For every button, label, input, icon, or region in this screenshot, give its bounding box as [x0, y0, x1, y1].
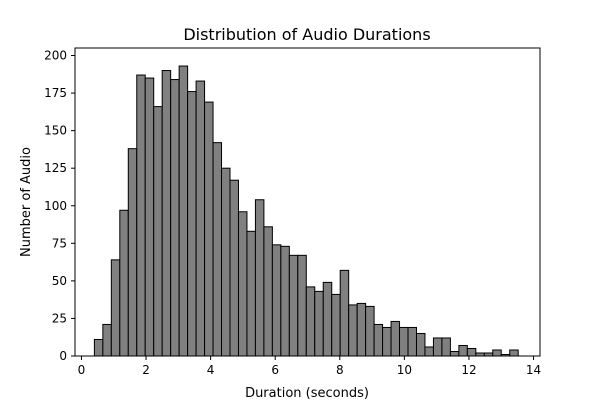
y-tick-label: 75: [52, 236, 67, 250]
histogram-bar: [458, 344, 468, 357]
histogram-bar: [161, 70, 172, 357]
histogram-bar: [492, 349, 502, 357]
chart-title: Distribution of Audio Durations: [183, 25, 430, 44]
x-tick-label: 10: [397, 363, 412, 377]
x-tick-label: 8: [336, 363, 344, 377]
histogram-bar: [382, 326, 392, 357]
histogram-bar: [399, 326, 409, 357]
histogram-bar: [365, 305, 375, 357]
histogram-bar: [339, 269, 350, 357]
histogram-bar: [356, 302, 367, 357]
bars-group: [93, 65, 519, 357]
histogram-bar: [263, 226, 273, 357]
y-tick-label: 200: [44, 49, 67, 63]
histogram-bar: [254, 199, 265, 357]
histogram-bar: [195, 80, 206, 357]
x-axis-ticks: 0 2 4 6 8 10 12 14: [78, 356, 541, 377]
x-tick-label: 2: [142, 363, 150, 377]
histogram-bar: [153, 106, 163, 357]
histogram-bar: [509, 349, 519, 357]
x-tick-label: 12: [461, 363, 476, 377]
histogram-bar: [415, 332, 426, 357]
x-tick-label: 6: [271, 363, 279, 377]
histogram-bar: [187, 91, 197, 357]
histogram-bar: [271, 244, 282, 357]
x-tick-label: 4: [207, 363, 215, 377]
histogram-bar: [136, 74, 146, 357]
y-axis-ticks: 0 25 50 75 100 125 150 175 200: [44, 49, 75, 363]
histogram-bar: [331, 293, 341, 357]
histogram-bar: [373, 323, 384, 357]
histogram-bar: [246, 230, 256, 357]
histogram-bar: [204, 101, 214, 357]
x-axis-label: Duration (seconds): [245, 386, 369, 400]
x-tick-label: 0: [78, 363, 86, 377]
y-tick-label: 150: [44, 124, 67, 138]
histogram-bar: [144, 77, 155, 357]
histogram-bar: [119, 209, 129, 357]
histogram-bar: [102, 323, 112, 357]
y-tick-label: 125: [44, 161, 67, 175]
histogram-bar: [280, 245, 290, 357]
histogram-bar: [390, 320, 401, 357]
histogram-bar: [432, 337, 443, 357]
histogram-bar: [170, 79, 180, 357]
histogram-bar: [127, 148, 138, 357]
y-tick-label: 50: [52, 274, 67, 288]
histogram-bar: [466, 347, 477, 357]
y-tick-label: 100: [44, 199, 67, 213]
y-tick-label: 25: [52, 311, 67, 325]
histogram-bar: [314, 290, 324, 357]
histogram-bar: [229, 179, 239, 357]
histogram-bar: [322, 281, 333, 357]
histogram-bar: [288, 254, 299, 357]
histogram-bar: [237, 211, 248, 357]
histogram-bar: [449, 350, 460, 357]
histogram-bar: [221, 167, 231, 357]
y-tick-label: 175: [44, 86, 67, 100]
histogram-bar: [297, 254, 307, 357]
histogram-bar: [424, 346, 434, 357]
x-tick-label: 14: [526, 363, 541, 377]
histogram-bar: [110, 259, 121, 357]
histogram-bar: [93, 338, 104, 357]
plot-frame: [74, 47, 541, 357]
histogram-bar: [348, 304, 358, 357]
histogram-bar: [441, 337, 451, 357]
y-axis-label: Number of Audio: [19, 147, 34, 257]
histogram-bar: [407, 326, 417, 357]
histogram-bar: [305, 286, 316, 357]
histogram-bar: [178, 65, 189, 357]
histogram-bar: [212, 142, 223, 357]
y-tick-label: 0: [59, 349, 67, 363]
